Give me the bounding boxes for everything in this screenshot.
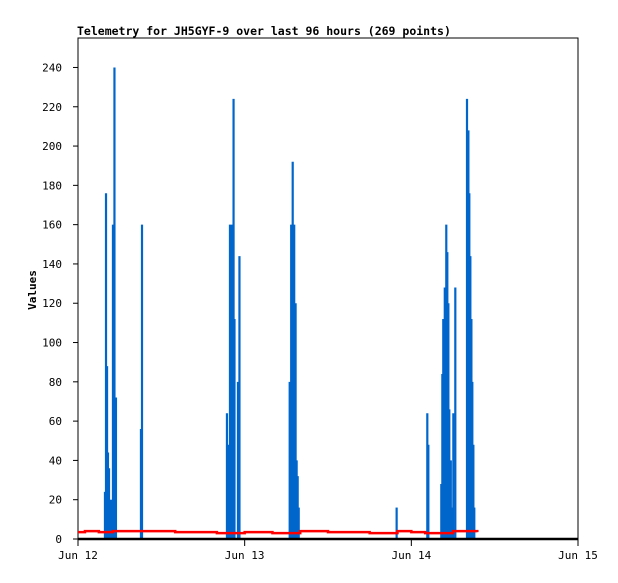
y-tick-label: 180 [42,179,62,192]
baseline-line [78,529,479,535]
y-tick-label: 80 [49,376,62,389]
x-ticks: Jun 12 Jun 13 Jun 14 Jun 15 [58,539,598,562]
y-tick-label: 160 [42,219,62,232]
y-tick-label: 0 [55,533,62,546]
y-tick-label: 140 [42,258,62,271]
x-tick-label: Jun 14 [391,549,431,562]
x-tick-label: Jun 15 [558,549,598,562]
x-tick-label: Jun 13 [225,549,265,562]
y-tick-label: 120 [42,297,62,310]
y-axis-label: Values [26,270,39,310]
chart-title: Telemetry for JH5GYF-9 over last 96 hour… [77,24,451,38]
series-marks [78,67,578,541]
y-tick-label: 20 [49,494,62,507]
plot-area [77,37,579,540]
x-tick-label: Jun 12 [58,549,98,562]
y-tick-label: 240 [42,61,62,74]
y-tick-label: 200 [42,140,62,153]
y-tick-label: 60 [49,415,62,428]
y-tick-label: 40 [49,454,62,467]
y-tick-label: 220 [42,101,62,114]
y-tick-label: 100 [42,337,62,350]
y-ticks: 0 20 40 60 80 100 120 140 160 180 200 220 240 [42,61,78,546]
